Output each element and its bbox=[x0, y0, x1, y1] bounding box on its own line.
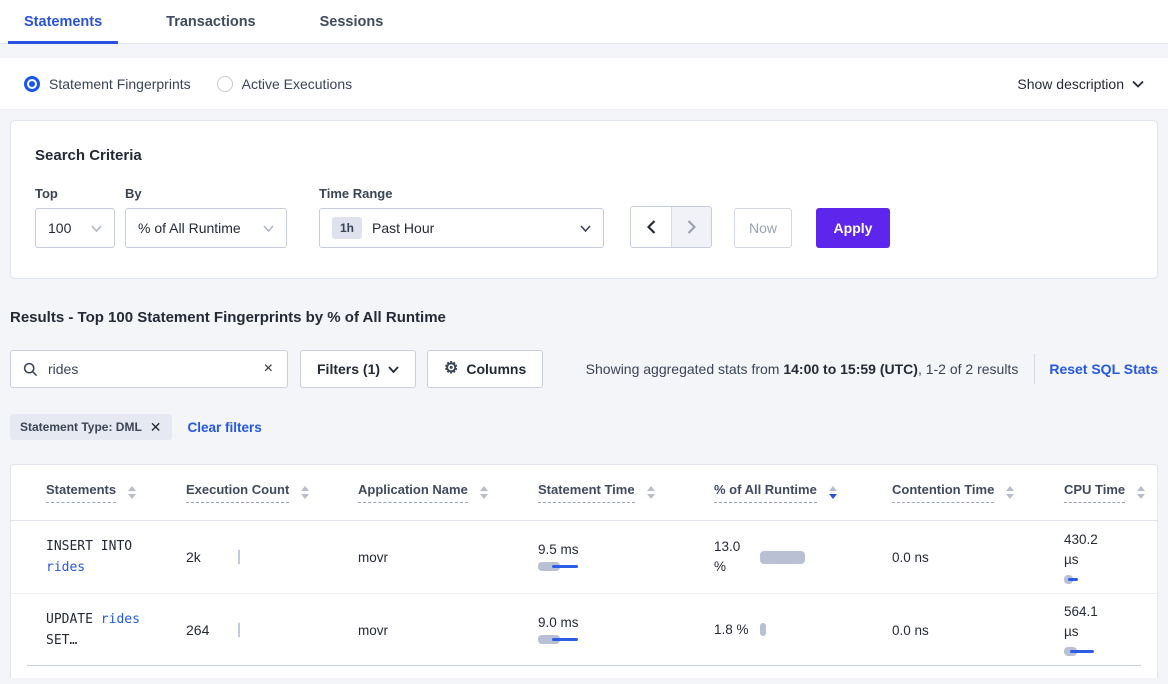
show-description-toggle[interactable]: Show description bbox=[1017, 76, 1144, 92]
time-range-label: Time Range bbox=[319, 186, 393, 201]
cpu-time-bar-chart bbox=[1064, 574, 1124, 585]
cpu-time-cell: 564.1 µs bbox=[1064, 602, 1157, 657]
sort-icon[interactable] bbox=[128, 486, 137, 499]
search-icon bbox=[23, 362, 38, 377]
statement-link[interactable]: rides bbox=[46, 560, 86, 575]
by-label: By bbox=[125, 186, 142, 201]
now-button[interactable]: Now bbox=[734, 208, 792, 248]
statement-search-box: × bbox=[10, 350, 288, 388]
time-range-select[interactable]: 1h Past Hour bbox=[319, 208, 604, 248]
radio-unselected-icon bbox=[216, 75, 233, 92]
stats-area: Showing aggregated stats from 14:00 to 1… bbox=[586, 354, 1158, 384]
application-name-cell: movr bbox=[358, 622, 388, 638]
next-time-button[interactable] bbox=[671, 207, 711, 247]
statement-time-bar-chart bbox=[538, 634, 598, 645]
top-label: Top bbox=[35, 186, 58, 201]
top-select[interactable]: 100 bbox=[35, 208, 115, 248]
column-header-cpu-time: CPU Time bbox=[1064, 482, 1157, 503]
view-mode-bar: Statement Fingerprints Active Executions… bbox=[0, 58, 1168, 110]
pct-runtime-cell: 1.8 % bbox=[714, 620, 892, 640]
execution-count-cell: 264 bbox=[186, 622, 358, 638]
column-header-statement-time: Statement Time bbox=[538, 482, 714, 503]
by-field: By % of All Runtime bbox=[125, 186, 309, 248]
contention-time-cell: 0.0 ns bbox=[892, 622, 929, 638]
apply-button[interactable]: Apply bbox=[816, 208, 890, 248]
statement-cell: INSERT INTO rides bbox=[46, 539, 133, 575]
search-criteria-panel: Search Criteria Top 100 By % of All Runt… bbox=[10, 120, 1158, 279]
tab-statements[interactable]: Statements bbox=[8, 0, 119, 44]
sort-icon[interactable] bbox=[646, 486, 655, 499]
gear-icon: ⚙ bbox=[444, 360, 459, 377]
time-range-field: Time Range 1h Past Hour bbox=[319, 186, 604, 248]
column-header-statements: Statements bbox=[46, 482, 186, 503]
column-header-application-name: Application Name bbox=[358, 482, 538, 503]
filter-chip-statement-type: Statement Type: DML ✕ bbox=[10, 414, 172, 440]
page-tabbar: Statements Transactions Sessions bbox=[0, 0, 1168, 44]
application-name-cell: movr bbox=[358, 550, 388, 565]
chevron-down-icon bbox=[263, 224, 274, 232]
clear-filters-link[interactable]: Clear filters bbox=[187, 419, 262, 435]
statement-time-bar-chart bbox=[538, 562, 598, 572]
chevron-down-icon bbox=[91, 224, 102, 232]
top-field: Top 100 bbox=[35, 186, 115, 248]
tab-sessions[interactable]: Sessions bbox=[319, 13, 384, 30]
time-range-badge: 1h bbox=[332, 217, 363, 239]
statement-cell: UPDATE rides SET… bbox=[46, 611, 140, 648]
execution-count-bar bbox=[238, 549, 240, 565]
sort-icon[interactable] bbox=[479, 486, 488, 499]
radio-active-executions[interactable]: Active Executions bbox=[216, 75, 352, 92]
sort-icon[interactable] bbox=[1137, 486, 1146, 499]
chevron-down-icon bbox=[388, 365, 399, 373]
execution-count-bar bbox=[238, 622, 240, 637]
statement-link[interactable]: rides bbox=[100, 611, 140, 627]
search-criteria-title: Search Criteria bbox=[35, 147, 142, 164]
clear-search-icon[interactable]: × bbox=[263, 360, 273, 377]
table-header-row: Statements Execution Count Application N… bbox=[11, 465, 1157, 521]
column-header-pct-of-all-runtime: % of All Runtime bbox=[714, 482, 892, 503]
statement-time-cell: 9.0 ms bbox=[538, 615, 714, 645]
pct-runtime-bar bbox=[760, 550, 805, 564]
prev-time-button[interactable] bbox=[631, 207, 671, 247]
table-row: INSERT INTO rides 2k movr 9.5 ms 13.0 % bbox=[11, 521, 1157, 593]
columns-button[interactable]: ⚙ Columns bbox=[427, 350, 544, 388]
contention-time-cell: 0.0 ns bbox=[892, 550, 929, 565]
radio-selected-icon bbox=[24, 75, 40, 92]
column-header-execution-count: Execution Count bbox=[186, 482, 358, 503]
results-toolbar: × Filters (1) ⚙ Columns Showing aggregat… bbox=[10, 350, 1158, 388]
table-row: UPDATE rides SET… 264 movr 9.0 ms 1.8 % bbox=[11, 593, 1157, 665]
reset-sql-stats-link[interactable]: Reset SQL Stats bbox=[1049, 361, 1158, 377]
pct-runtime-bar bbox=[760, 623, 766, 636]
sort-desc-icon[interactable] bbox=[828, 486, 837, 499]
by-select[interactable]: % of All Runtime bbox=[125, 208, 287, 248]
remove-filter-icon[interactable]: ✕ bbox=[149, 418, 162, 435]
table-bottom-border bbox=[27, 665, 1141, 666]
chevron-down-icon bbox=[580, 224, 591, 232]
divider bbox=[1034, 354, 1036, 384]
chevron-down-icon bbox=[1132, 80, 1144, 88]
results-heading: Results - Top 100 Statement Fingerprints… bbox=[10, 309, 446, 326]
filters-button[interactable]: Filters (1) bbox=[300, 350, 417, 388]
cpu-time-cell: 430.2 µs bbox=[1064, 530, 1157, 585]
sort-icon[interactable] bbox=[1006, 486, 1015, 499]
execution-count-cell: 2k bbox=[186, 549, 358, 565]
search-input[interactable] bbox=[48, 361, 262, 377]
column-header-contention-time: Contention Time bbox=[892, 482, 1064, 503]
time-nav-group bbox=[630, 206, 712, 248]
pct-runtime-cell: 13.0 % bbox=[714, 537, 892, 577]
radio-statement-fingerprints[interactable]: Statement Fingerprints bbox=[24, 75, 191, 92]
statements-table: Statements Execution Count Application N… bbox=[10, 464, 1158, 666]
cpu-time-bar-chart bbox=[1064, 647, 1124, 657]
sort-icon[interactable] bbox=[301, 486, 310, 499]
active-filters-row: Statement Type: DML ✕ Clear filters bbox=[10, 414, 1158, 440]
statement-time-cell: 9.5 ms bbox=[538, 542, 714, 572]
aggregated-stats-text: Showing aggregated stats from 14:00 to 1… bbox=[585, 361, 1019, 377]
table-bottom-padding bbox=[10, 666, 1158, 678]
tab-transactions[interactable]: Transactions bbox=[166, 13, 256, 30]
